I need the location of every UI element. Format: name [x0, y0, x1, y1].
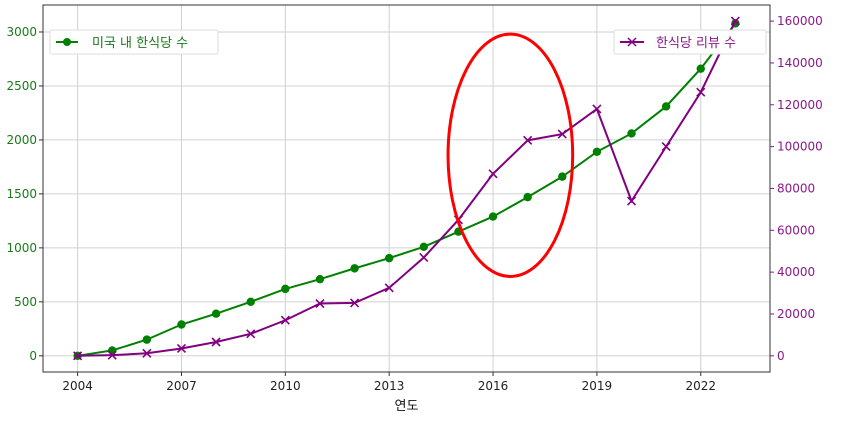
y-left-tick-label: 500	[14, 295, 37, 309]
series-1-point	[142, 335, 152, 344]
x-tick-label: 2016	[478, 379, 509, 393]
series-2-point	[176, 343, 187, 354]
series-2-point	[73, 351, 83, 361]
series-1-point	[523, 192, 532, 202]
series-2-point	[350, 298, 360, 308]
series-2	[73, 16, 740, 361]
series-2-point	[384, 283, 394, 293]
y-left-tick-label: 2000	[6, 133, 37, 147]
series-1-point	[661, 102, 671, 111]
annotation-layer	[446, 32, 575, 278]
series-2-point	[315, 298, 325, 309]
series-1-point	[246, 297, 255, 307]
series-1-point	[696, 64, 705, 73]
y-axis-right: 0 20000 40000 60000 80000 100000 120000 140000 1…	[770, 14, 823, 363]
x-tick-label: 2007	[166, 379, 197, 393]
legend-right-marker	[627, 37, 637, 47]
y-left-tick-label: 1000	[6, 241, 37, 255]
y-left-tick-label: 1500	[6, 187, 37, 201]
series-1-point	[211, 309, 221, 318]
grid-lines	[43, 5, 770, 372]
y-right-tick-label: 20000	[777, 307, 815, 321]
series-2-line	[77, 20, 737, 357]
y-right-tick-label: 40000	[777, 265, 815, 279]
y-right-tick-label: 120000	[777, 98, 823, 112]
legend-right-box	[613, 29, 767, 55]
series-2-point	[661, 142, 671, 152]
series-2-point	[557, 129, 567, 139]
series-layer	[73, 16, 740, 361]
series-2-point	[419, 252, 429, 263]
x-tick-label: 2010	[270, 379, 301, 393]
series-2-point	[592, 104, 602, 114]
series-1-point	[384, 253, 394, 263]
series-2-point	[142, 348, 152, 358]
y-axis-left: 0 500 1000 1500 2000 2500 3000	[6, 25, 43, 363]
x-tick-label: 2019	[582, 379, 613, 393]
legend-left-label: 미국 내 한식당 수	[92, 36, 188, 51]
series-1-point	[488, 212, 498, 221]
series-2-point	[107, 350, 117, 360]
y-right-tick-label: 160000	[777, 14, 823, 28]
series-2-point	[246, 329, 256, 339]
series-1-point	[627, 129, 636, 138]
x-tick-label: 2004	[62, 379, 93, 393]
y-right-tick-label: 100000	[777, 140, 823, 154]
highlight-ellipse	[446, 32, 575, 278]
series-1-line	[77, 22, 737, 357]
legend-left-box	[49, 29, 219, 55]
x-axis: 2004 2007 2010 2013 2016 2019 2022	[62, 372, 716, 393]
series-2-point	[730, 16, 740, 26]
series-2-point	[211, 337, 221, 347]
y-right-tick-label: 80000	[777, 181, 815, 195]
series-1-point	[177, 320, 186, 329]
y-left-tick-label: 3000	[6, 25, 37, 39]
x-tick-label: 2013	[374, 379, 405, 393]
legend-right-label: 한식당 리뷰 수	[656, 36, 736, 51]
y-left-tick-label: 0	[29, 349, 37, 363]
series-1-point	[350, 264, 359, 273]
series-1-point	[315, 274, 325, 284]
legend-right: 한식당 리뷰 수	[613, 29, 767, 55]
plot-frame	[42, 4, 771, 373]
series-2-point	[280, 315, 290, 325]
series-1-point	[281, 284, 290, 294]
series-2-point	[523, 135, 533, 145]
y-right-tick-label: 60000	[777, 223, 815, 237]
series-2-point	[626, 196, 637, 206]
legend-left-marker	[63, 38, 71, 46]
series-1-point	[419, 242, 429, 251]
x-axis-label: 연도	[395, 399, 419, 414]
series-1-point	[558, 172, 567, 181]
y-left-tick-label: 2500	[6, 79, 37, 93]
series-2-point	[696, 87, 706, 97]
legend-left: 미국 내 한식당 수	[49, 29, 219, 55]
x-tick-label: 2022	[685, 379, 716, 393]
y-right-tick-label: 0	[777, 349, 785, 363]
series-1-point	[592, 147, 602, 156]
y-right-tick-label: 140000	[777, 56, 823, 70]
series-2-point	[488, 169, 498, 179]
